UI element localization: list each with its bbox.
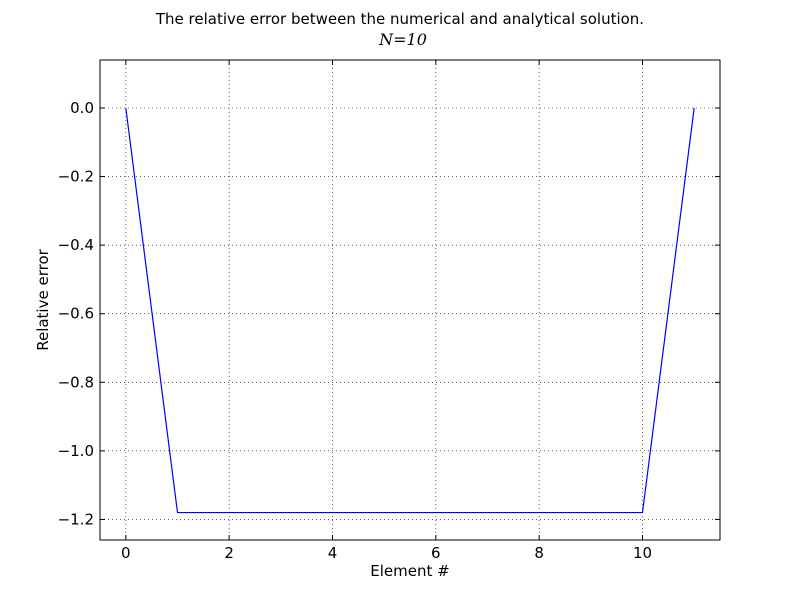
y-tick-label: −0.8 [58, 373, 94, 391]
y-tick-label: 0.0 [70, 99, 94, 117]
x-tick-label: 10 [633, 544, 652, 562]
y-tick-label: −0.2 [58, 168, 94, 186]
x-tick-label: 0 [121, 544, 131, 562]
y-axis-title: Relative error [34, 248, 52, 350]
chart-subtitle: N=10 [378, 30, 427, 49]
x-tick-label: 6 [431, 544, 441, 562]
x-tick-label: 4 [328, 544, 338, 562]
grid-lines [100, 60, 720, 540]
x-axis-title: Element # [370, 562, 449, 580]
y-tick-label: −0.4 [58, 236, 94, 254]
axis-ticks [100, 60, 720, 540]
plot-frame [99, 59, 721, 541]
x-tick-labels: 0 2 4 6 8 10 [121, 544, 652, 562]
series-layer [125, 107, 695, 514]
y-tick-label: −1.2 [58, 510, 94, 528]
x-tick-label: 8 [534, 544, 544, 562]
y-tick-labels: 0.0 −0.2 −0.4 −0.6 −0.8 −1.0 −1.2 [58, 99, 94, 528]
y-tick-label: −0.6 [58, 305, 94, 323]
x-tick-label: 2 [224, 544, 234, 562]
y-tick-label: −1.0 [58, 442, 94, 460]
series-line [125, 107, 695, 514]
chart-title: The relative error between the numerical… [155, 10, 644, 28]
